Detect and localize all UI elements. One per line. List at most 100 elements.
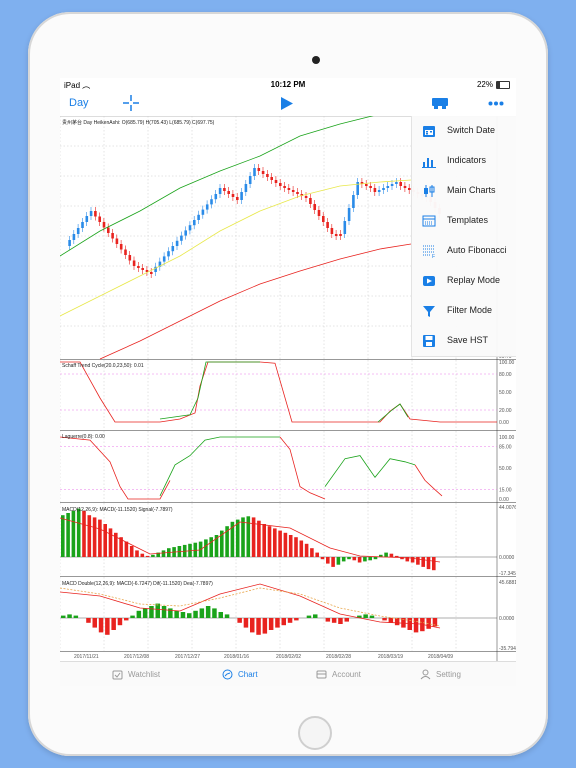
bar-chart-icon xyxy=(422,158,436,168)
stc-tick-label: 0.00 xyxy=(499,420,509,426)
laguerre-tick-label: 0.00 xyxy=(499,497,509,503)
macd2-bar xyxy=(212,608,217,618)
candle-body xyxy=(231,194,235,197)
tab-watchlist[interactable]: Watchlist xyxy=(112,662,160,686)
battery-icon xyxy=(496,80,510,89)
chart-canvas[interactable]: 100.0080.0050.0020.000.0099.70100.0085.0… xyxy=(60,110,516,661)
macd-bar xyxy=(135,550,139,557)
macd2-bar xyxy=(313,614,318,618)
watchlist-icon xyxy=(112,670,123,680)
macd2-bar xyxy=(105,618,110,635)
candle-body xyxy=(76,228,80,234)
play-icon[interactable] xyxy=(280,96,294,111)
macd-bar xyxy=(235,519,240,557)
macd-bar xyxy=(352,557,357,561)
home-button[interactable] xyxy=(298,716,332,750)
menu-item-main-charts[interactable]: Main Charts xyxy=(412,176,516,206)
laguerre-tick-label: 50.00 xyxy=(499,466,512,472)
macd-bar xyxy=(368,557,372,561)
menu-item-auto-fibonacci[interactable]: F Auto Fibonacci xyxy=(412,236,516,266)
macd-bar xyxy=(209,537,213,557)
laguerre-tick-label: 100.00 xyxy=(499,435,515,441)
candle-body xyxy=(322,216,325,222)
laguerre-line-red xyxy=(60,436,171,500)
macd-bar xyxy=(204,539,208,557)
stc-line-red-2 xyxy=(259,361,497,423)
tab-watchlist-label: Watchlist xyxy=(128,670,161,679)
tab-setting[interactable]: Setting xyxy=(420,662,461,686)
candle-body xyxy=(128,255,132,261)
candle-body xyxy=(98,216,101,222)
macd-bar xyxy=(251,517,256,557)
camera xyxy=(312,56,320,64)
tab-chart[interactable]: Chart xyxy=(222,662,258,686)
period-button[interactable]: Day xyxy=(69,97,89,109)
macd-bar xyxy=(373,557,378,560)
laguerre-line-green xyxy=(159,436,280,497)
toolbar: Day xyxy=(60,92,516,117)
macd-bar xyxy=(140,553,145,557)
menu-item-replay-mode[interactable]: Replay Mode xyxy=(412,266,516,296)
macd2-dea-line xyxy=(60,587,441,627)
macd-bar xyxy=(87,515,92,557)
window-layout-icon[interactable] xyxy=(431,97,449,110)
candlestick-icon xyxy=(424,185,435,197)
candle-body xyxy=(317,210,321,216)
stc-line-green xyxy=(159,361,260,420)
candle-body xyxy=(309,198,312,204)
chart-area[interactable]: 100.00 80.00 50.00 20.00 0.00 99.70 100.00 85.0… xyxy=(60,110,516,661)
macd2-bar xyxy=(168,608,173,618)
macd-bar xyxy=(294,537,298,557)
macd-bar xyxy=(262,524,266,557)
candle-body xyxy=(270,177,273,180)
save-icon xyxy=(423,335,435,347)
candle-body xyxy=(167,251,170,257)
crosshair-icon[interactable] xyxy=(122,94,140,112)
macd-bar xyxy=(347,557,351,560)
more-icon[interactable] xyxy=(488,101,504,106)
candle-body xyxy=(326,222,329,228)
macd-bar xyxy=(320,557,325,560)
candle-body xyxy=(360,182,364,184)
menu-item-save-hst[interactable]: Save HST xyxy=(412,326,516,356)
candle-body xyxy=(248,176,252,184)
macd-bar xyxy=(336,557,341,565)
menu-item-templates[interactable]: Templates xyxy=(412,206,516,236)
candle-body xyxy=(145,270,149,272)
main-panel-title: 贵州茅台 Day HeikenAshi: O(685.79) H(705.43)… xyxy=(62,120,215,126)
x-tick-label: 2018/02/02 xyxy=(276,654,301,660)
candle-body xyxy=(141,268,144,270)
macd2-bar xyxy=(426,618,431,629)
candle-body xyxy=(68,240,71,246)
macd-bar xyxy=(71,510,76,557)
candle-body xyxy=(330,228,334,234)
menu-item-filter-mode[interactable]: Filter Mode xyxy=(412,296,516,326)
macd2-bar xyxy=(325,618,331,622)
candle-body xyxy=(356,182,359,195)
macd2-bar xyxy=(407,618,412,630)
candle-body xyxy=(162,256,166,262)
macd-bar xyxy=(214,535,219,557)
macd2-bar xyxy=(388,618,394,623)
menu-item-switch-date[interactable]: Switch Date xyxy=(412,116,516,146)
candle-body xyxy=(257,168,261,171)
candle-body xyxy=(227,191,230,194)
tab-account[interactable]: Account xyxy=(316,662,361,686)
device-label: iPad ︵ xyxy=(64,81,91,90)
tab-bar: Watchlist Chart Account Setting xyxy=(60,661,516,686)
macd-bar xyxy=(220,530,224,557)
macd2-bar xyxy=(124,618,129,621)
candle-body xyxy=(102,222,106,228)
menu-item-indicators[interactable]: Indicators xyxy=(412,146,516,176)
calendar-icon xyxy=(423,126,435,137)
macd2-bar xyxy=(193,610,198,618)
macd2-bar xyxy=(338,618,343,624)
macd2-bar xyxy=(306,615,312,618)
laguerre-panel-title: Laguerre(0.8): 0.00 xyxy=(62,434,105,440)
x-tick-label: 2018/03/19 xyxy=(378,654,403,660)
macd2-bar xyxy=(250,618,255,633)
macd-bar xyxy=(257,520,261,557)
macd2-bar xyxy=(111,618,116,630)
options-menu: Switch Date Indicators Main Charts Template… xyxy=(411,116,516,357)
macd-bar xyxy=(193,542,198,557)
